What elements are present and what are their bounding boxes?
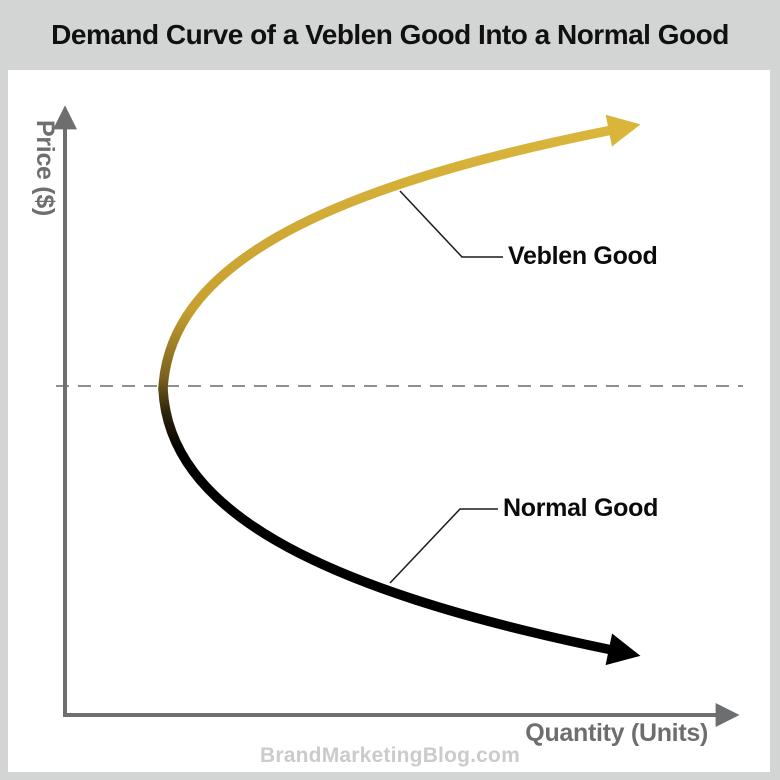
normal-good-curve — [158, 384, 641, 666]
veblen-good-label: Veblen Good — [508, 242, 658, 270]
title-band: Demand Curve of a Veblen Good Into a Nor… — [0, 0, 780, 70]
x-axis-label: Quantity (Units) — [525, 719, 708, 747]
normal-good-label: Normal Good — [503, 494, 659, 522]
y-axis-label: Price ($) — [31, 120, 59, 216]
normal-label-leader-line — [389, 508, 498, 584]
page-title: Demand Curve of a Veblen Good Into a Nor… — [51, 19, 729, 50]
veblen-label-leader-line — [399, 190, 503, 258]
veblen-good-curve — [158, 114, 641, 394]
watermark-text: BrandMarketingBlog.com — [260, 744, 520, 767]
